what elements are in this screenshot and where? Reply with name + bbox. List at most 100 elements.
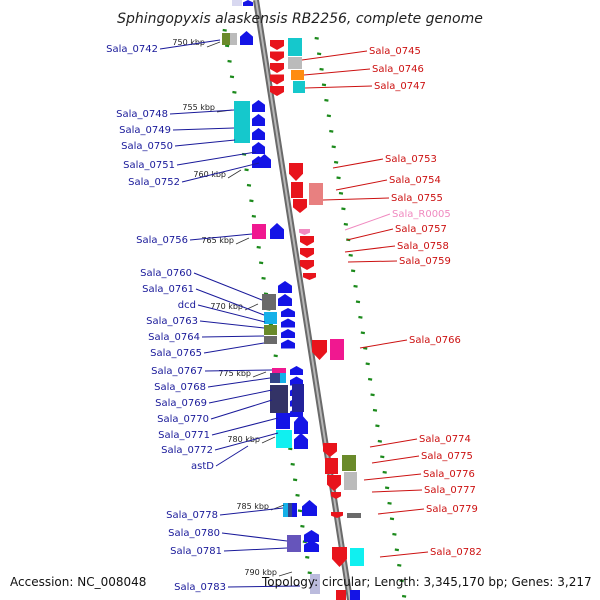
scale-tick: [353, 284, 358, 288]
gene-label-sala_0748[interactable]: Sala_0748: [116, 109, 168, 120]
gene-label-sala_0781[interactable]: Sala_0781: [170, 546, 222, 557]
gene-leader-line: [214, 432, 279, 451]
gene-label-sala_0766[interactable]: Sala_0766: [409, 335, 461, 346]
gene-label-sala_0778[interactable]: Sala_0778: [166, 510, 218, 521]
gene-block: [232, 0, 242, 6]
forward-gene-arrow: [299, 229, 310, 235]
gene-block: [292, 384, 304, 412]
gene-label-sala_0758[interactable]: Sala_0758: [397, 241, 449, 252]
reverse-gene-arrow: [281, 308, 295, 317]
scale-tick: [324, 98, 329, 102]
reverse-gene-arrow: [278, 281, 292, 293]
scale-tick: [232, 90, 237, 94]
kbp-leader-line: [235, 237, 250, 245]
gene-label-sala_0754[interactable]: Sala_0754: [389, 175, 441, 186]
gene-label-sala_0770[interactable]: Sala_0770: [157, 414, 209, 425]
gene-leader-line: [169, 109, 235, 115]
gene-leader-line: [223, 547, 288, 552]
gene-label-sala_0759[interactable]: Sala_0759: [399, 256, 451, 267]
kbp-label: 755 kbp: [182, 103, 215, 112]
gene-label-sala_0764[interactable]: Sala_0764: [148, 332, 200, 343]
gene-leader-line: [304, 85, 373, 89]
gene-label-sala_0746[interactable]: Sala_0746: [372, 64, 424, 75]
gene-label-sala_0752[interactable]: Sala_0752: [128, 177, 180, 188]
gene-label-sala_0753[interactable]: Sala_0753: [385, 154, 437, 165]
gene-label-sala_0757[interactable]: Sala_0757: [395, 224, 447, 235]
kbp-label: 750 kbp: [172, 38, 205, 47]
gene-label-sala_0747[interactable]: Sala_0747: [374, 81, 426, 92]
scale-tick: [288, 447, 293, 451]
gene-label-sala_0780[interactable]: Sala_0780: [168, 528, 220, 539]
scale-tick: [292, 478, 298, 482]
gene-block: [264, 336, 277, 344]
gene-label-sala_0760[interactable]: Sala_0760: [140, 268, 192, 279]
scale-tick: [229, 75, 235, 79]
gene-label-astd[interactable]: astD: [191, 461, 214, 472]
scale-tick: [314, 36, 319, 40]
forward-gene-arrow: [270, 63, 284, 73]
gene-label-sala_0742[interactable]: Sala_0742: [106, 44, 158, 55]
gene-label-dcd[interactable]: dcd: [178, 300, 196, 311]
gene-block: [291, 70, 304, 80]
gene-label-sala_0767[interactable]: Sala_0767: [151, 366, 203, 377]
gene-label-sala_0768[interactable]: Sala_0768: [154, 382, 206, 393]
gene-label-sala_0756[interactable]: Sala_0756: [136, 235, 188, 246]
forward-gene-arrow: [327, 475, 341, 491]
scale-tick: [321, 83, 327, 87]
gene-label-sala_0749[interactable]: Sala_0749: [119, 125, 171, 136]
gene-label-sala_0774[interactable]: Sala_0774: [419, 434, 471, 445]
kbp-label: 765 kbp: [201, 236, 234, 245]
gene-label-sala_0755[interactable]: Sala_0755: [391, 193, 443, 204]
gene-label-sala_0763[interactable]: Sala_0763: [146, 316, 198, 327]
gene-label-sala_0783[interactable]: Sala_0783: [174, 582, 226, 593]
gene-label-sala_0750[interactable]: Sala_0750: [121, 141, 173, 152]
gene-block: [350, 590, 360, 600]
scale-tick: [256, 245, 261, 249]
scale-tick: [358, 315, 363, 319]
scale-tick: [350, 269, 356, 273]
gene-label-sala_0751[interactable]: Sala_0751: [123, 160, 175, 171]
gene-label-sala_0777[interactable]: Sala_0777: [424, 485, 476, 496]
scale-tick: [300, 524, 305, 528]
gene-label-sala_0775[interactable]: Sala_0775: [421, 451, 473, 462]
gene-block: [287, 535, 301, 552]
scale-tick: [372, 408, 378, 412]
scale-tick: [329, 129, 334, 133]
gene-label-sala_0771[interactable]: Sala_0771: [158, 430, 210, 441]
gene-block: [283, 503, 288, 517]
gene-label-sala_0769[interactable]: Sala_0769: [155, 398, 207, 409]
gene-leader-line: [176, 151, 257, 166]
scale-tick: [331, 145, 336, 149]
gene-block: [309, 183, 323, 205]
gene-label-sala_r0005[interactable]: Sala_R0005: [392, 209, 451, 220]
scale-tick: [273, 354, 278, 358]
reverse-gene-arrow: [252, 128, 265, 140]
forward-gene-arrow: [303, 273, 316, 280]
reverse-gene-arrow: [281, 339, 295, 349]
forward-gene-arrow: [270, 86, 284, 96]
gene-label-sala_0772[interactable]: Sala_0772: [161, 445, 213, 456]
kbp-leader-line: [278, 571, 293, 577]
gene-label-sala_0779[interactable]: Sala_0779: [426, 504, 478, 515]
gene-label-sala_0765[interactable]: Sala_0765: [150, 348, 202, 359]
gene-label-sala_0761[interactable]: Sala_0761: [142, 284, 194, 295]
scale-tick: [316, 52, 322, 56]
gene-label-sala_0745[interactable]: Sala_0745: [369, 46, 421, 57]
gene-leader-line: [371, 489, 423, 493]
gene-block: [252, 224, 266, 239]
reverse-gene-arrow: [258, 154, 271, 168]
scale-tick: [338, 191, 344, 195]
scale-tick: [365, 362, 370, 366]
kbp-leader-line: [261, 436, 276, 444]
reverse-gene-arrow: [302, 500, 317, 516]
gene-leader-line: [347, 260, 398, 263]
gene-features: [222, 0, 364, 600]
forward-gene-arrow: [331, 512, 343, 518]
forward-gene-arrow: [332, 547, 347, 567]
forward-gene-arrow: [270, 51, 284, 62]
gene-leader-line: [344, 245, 396, 253]
gene-label-sala_0776[interactable]: Sala_0776: [423, 469, 475, 480]
gene-block: [230, 33, 237, 45]
gene-label-sala_0782[interactable]: Sala_0782: [430, 547, 482, 558]
gene-leader-line: [371, 455, 420, 464]
